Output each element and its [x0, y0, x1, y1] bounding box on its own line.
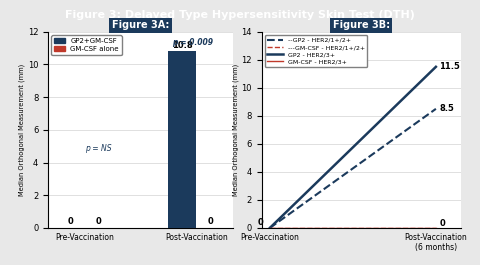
Bar: [168, 51, 196, 228]
Text: Figure 3B:: Figure 3B:: [333, 20, 390, 30]
Y-axis label: Median Orthogonal Measurement (mm): Median Orthogonal Measurement (mm): [19, 64, 25, 196]
Text: p = NS: p = NS: [84, 144, 111, 153]
Text: Figure 3A:: Figure 3A:: [112, 20, 169, 30]
Text: 0: 0: [257, 218, 263, 227]
Text: 0: 0: [207, 217, 213, 226]
Text: Figure 3: Delayed Type Hypersensitivity Skin Test (DTH): Figure 3: Delayed Type Hypersensitivity …: [65, 10, 415, 20]
Text: p = 0.009: p = 0.009: [172, 38, 213, 47]
Text: 8.5: 8.5: [439, 104, 454, 113]
Text: 0: 0: [439, 219, 445, 228]
Text: 11.5: 11.5: [439, 62, 460, 71]
Legend: --GP2 - HER2/1+/2+, ---GM-CSF - HER2/1+/2+, GP2 - HER2/3+, GM-CSF - HER2/3+: --GP2 - HER2/1+/2+, ---GM-CSF - HER2/1+/…: [265, 35, 368, 67]
Legend: GP2+GM-CSF, GM-CSF alone: GP2+GM-CSF, GM-CSF alone: [51, 35, 121, 55]
Y-axis label: Median Orthogonal Measurement (mm): Median Orthogonal Measurement (mm): [232, 64, 239, 196]
Text: 10.8: 10.8: [172, 41, 192, 50]
Text: 0: 0: [96, 217, 101, 226]
Text: 0: 0: [68, 217, 73, 226]
